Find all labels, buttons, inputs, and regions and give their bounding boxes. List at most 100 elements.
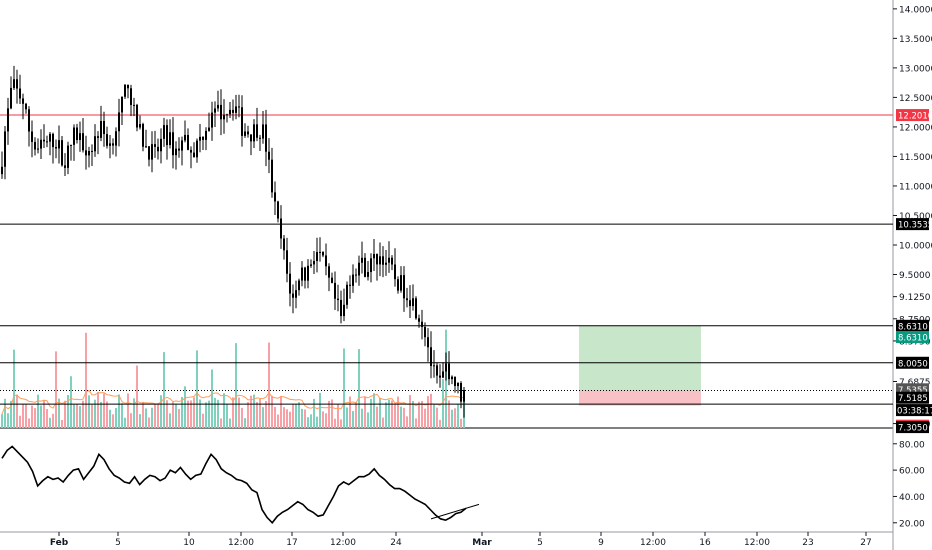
volume-bar bbox=[331, 399, 333, 428]
price-tick-label: 9.1250 bbox=[899, 293, 931, 303]
volume-bar bbox=[205, 402, 207, 428]
volume-bar bbox=[115, 407, 117, 428]
candle-body bbox=[301, 267, 303, 281]
volume-bar bbox=[145, 408, 147, 428]
candle-body bbox=[76, 127, 78, 141]
volume-bar bbox=[190, 400, 192, 428]
volume-bar bbox=[241, 407, 243, 428]
candle-body bbox=[22, 98, 24, 104]
volume-bar bbox=[76, 404, 78, 428]
position-loss-zone bbox=[579, 390, 701, 406]
volume-bar bbox=[169, 413, 171, 428]
candle-body bbox=[430, 347, 432, 366]
candle-body bbox=[82, 133, 84, 151]
price-tick-label: 12.0000 bbox=[899, 123, 932, 133]
candle-body bbox=[34, 141, 36, 150]
volume-bar bbox=[208, 400, 210, 428]
candle-body bbox=[433, 365, 435, 367]
candle-body bbox=[442, 371, 444, 378]
volume-bar bbox=[406, 416, 408, 428]
volume-bar bbox=[259, 398, 261, 428]
price-tick-label: 11.5000 bbox=[899, 153, 932, 163]
volume-bar bbox=[286, 409, 288, 428]
candle-body bbox=[277, 201, 279, 219]
volume-bar bbox=[139, 414, 141, 428]
volume-bar bbox=[82, 400, 84, 428]
volume-bar bbox=[376, 406, 378, 428]
price-tick-label: 13.5000 bbox=[899, 35, 932, 45]
time-tick-label: 12:00 bbox=[640, 538, 666, 548]
candle-body bbox=[253, 124, 255, 142]
candle-body bbox=[283, 238, 285, 251]
volume-bar bbox=[40, 405, 42, 428]
level-tag: 8.6310 bbox=[898, 322, 928, 332]
candle-body bbox=[403, 275, 405, 299]
candle-body bbox=[406, 298, 408, 301]
long-position-tool[interactable] bbox=[579, 325, 701, 406]
volume-bar bbox=[271, 395, 273, 428]
candle-body bbox=[37, 148, 39, 150]
volume-bar bbox=[334, 418, 336, 428]
candle-body bbox=[148, 146, 150, 160]
volume-bar bbox=[451, 409, 453, 428]
volume-bar bbox=[223, 393, 225, 428]
candle-body bbox=[181, 140, 183, 151]
volume-bar bbox=[232, 397, 234, 428]
volume-bar bbox=[217, 399, 219, 428]
level-tag-bg bbox=[896, 356, 929, 369]
volume-bar bbox=[31, 405, 33, 428]
volume-bar bbox=[91, 404, 93, 428]
candle-body bbox=[151, 144, 153, 160]
candle-body bbox=[91, 151, 93, 153]
time-tick-label: 24 bbox=[390, 538, 402, 548]
oscillator-pane: 80.00 60.00 40.00 20.00 bbox=[1, 440, 925, 529]
volume-bar bbox=[313, 398, 315, 428]
horizontal-levels[interactable] bbox=[0, 114, 893, 405]
level-tag-bg bbox=[896, 319, 929, 332]
volume-bar bbox=[322, 411, 324, 428]
volume-bar bbox=[28, 418, 30, 428]
volume-bar bbox=[262, 407, 264, 428]
candle-body bbox=[304, 267, 306, 281]
candle-body bbox=[325, 255, 327, 267]
volume-bar bbox=[346, 407, 348, 428]
candle-body bbox=[115, 131, 117, 146]
time-axis[interactable]: Feb 5 10 12:00 17 12:00 24 Mar 5 9 12:00 16 12:00 23 2… bbox=[50, 532, 872, 548]
candle-body bbox=[355, 274, 357, 276]
candle-body bbox=[175, 148, 177, 156]
candle-body bbox=[238, 106, 240, 108]
volume-bar bbox=[430, 393, 432, 428]
time-tick-label: Feb bbox=[50, 538, 69, 548]
candle-body bbox=[445, 363, 447, 372]
volume-bar bbox=[160, 395, 162, 428]
candle-body bbox=[106, 134, 108, 146]
candle-body bbox=[286, 250, 288, 274]
candle-body bbox=[313, 261, 315, 265]
volume-bar bbox=[178, 408, 180, 428]
candle-body bbox=[256, 124, 258, 138]
volume-bar bbox=[391, 400, 393, 428]
volume-bar bbox=[154, 403, 156, 428]
candle-body bbox=[460, 383, 462, 402]
volume-bar bbox=[382, 417, 384, 428]
candle-body bbox=[112, 143, 114, 146]
candle-body bbox=[418, 318, 420, 322]
candle-body bbox=[85, 150, 87, 156]
price-tag-bg bbox=[896, 331, 929, 344]
time-tick-label: 23 bbox=[802, 538, 813, 548]
candle-body bbox=[373, 254, 375, 259]
candle-body bbox=[298, 280, 300, 291]
volume-bar bbox=[193, 397, 195, 428]
candle-body bbox=[67, 145, 69, 168]
price-tag: 8.6310 bbox=[898, 334, 928, 344]
candle-body bbox=[94, 136, 96, 152]
candle-body bbox=[250, 134, 252, 142]
candle-body bbox=[79, 133, 81, 141]
candle-body bbox=[1, 166, 3, 175]
volume-bar bbox=[265, 401, 267, 428]
candle-body bbox=[364, 257, 366, 277]
volume-bar bbox=[427, 396, 429, 428]
price-tick-label: 10.0000 bbox=[899, 241, 932, 251]
